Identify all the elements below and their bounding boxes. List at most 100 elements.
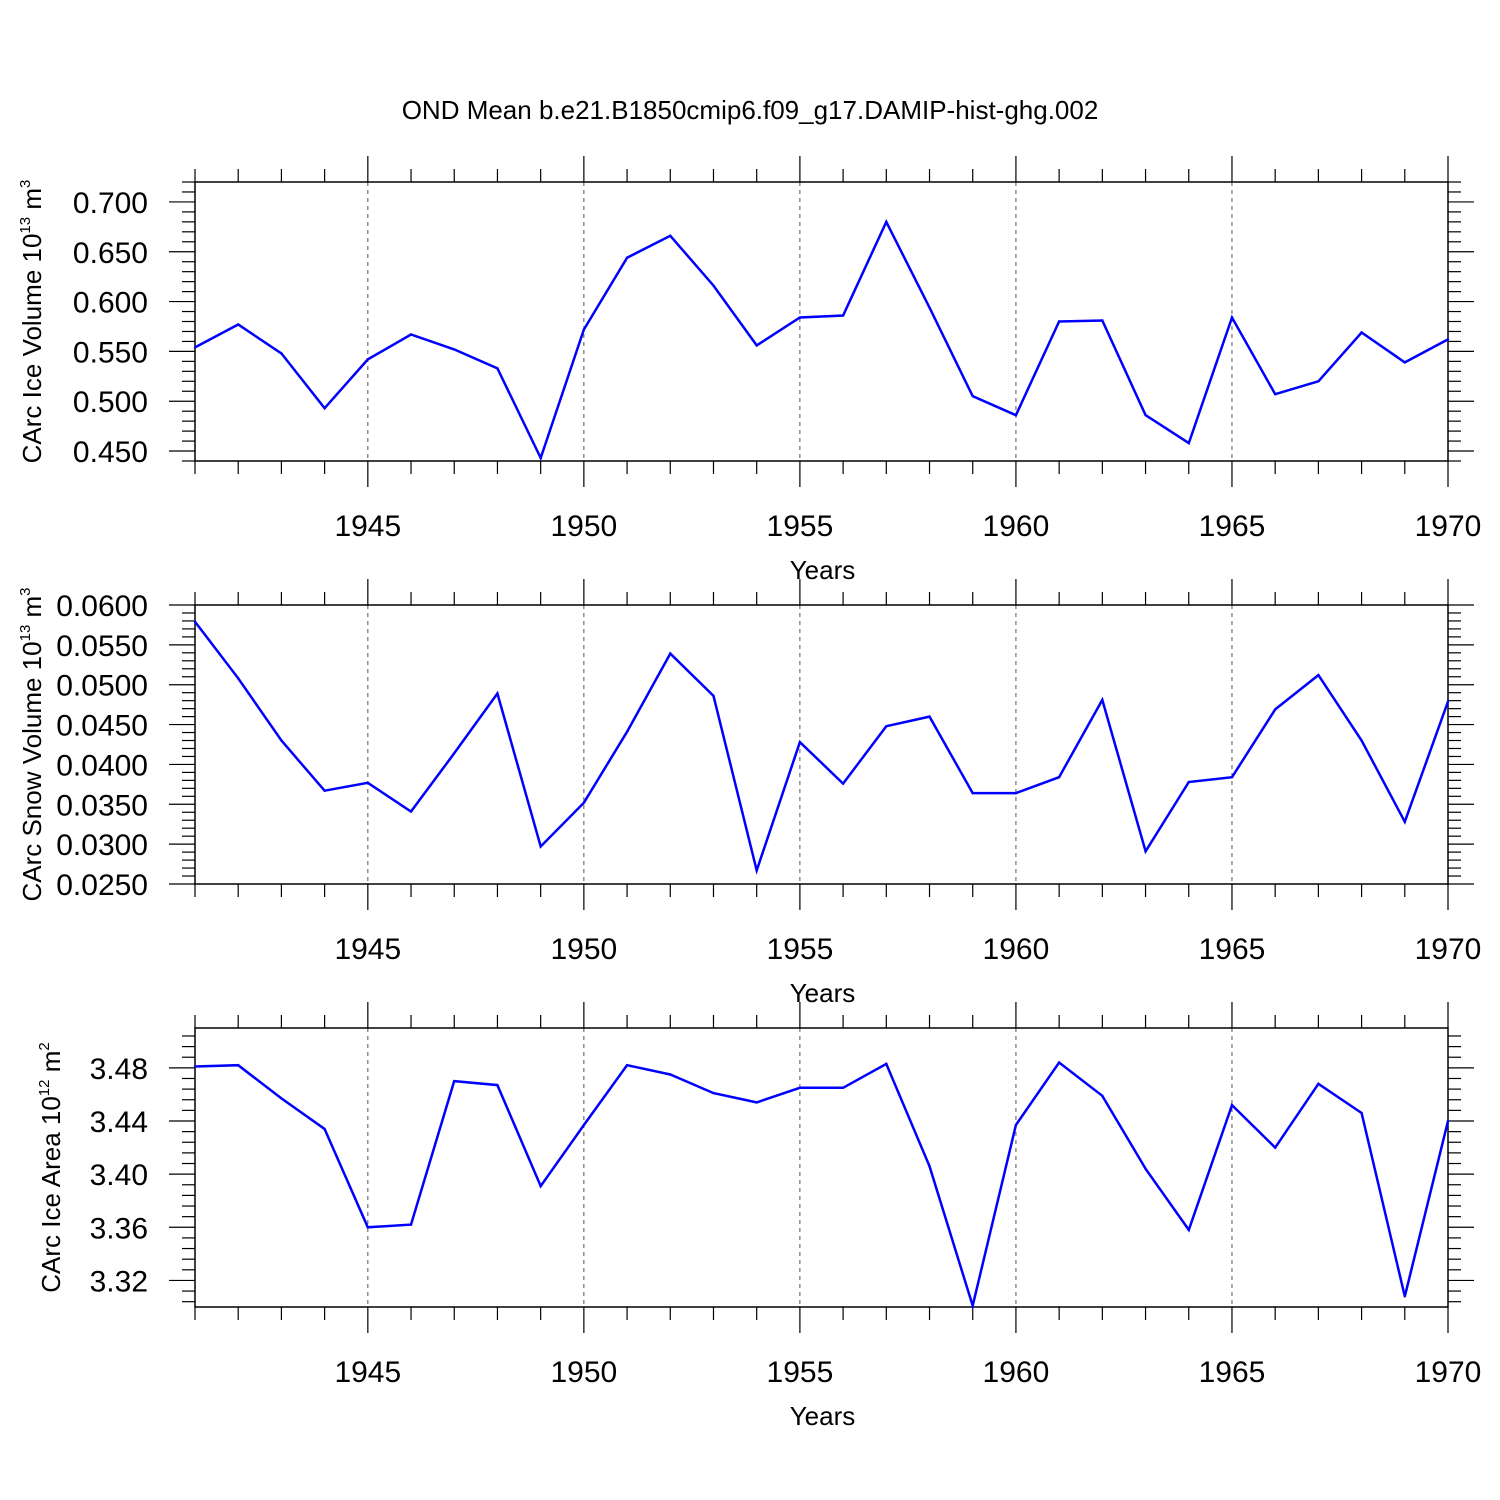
data-point [1187,1228,1190,1232]
data-point [1273,1146,1277,1149]
y-tick-label: 0.450 [73,436,148,469]
data-point [1403,361,1406,364]
data-point [1317,380,1320,383]
y-tick-label: 3.44 [90,1106,148,1139]
x-tick-label: 1960 [983,933,1050,966]
data-point [366,358,370,361]
series-line [194,1060,1450,1311]
data-point [237,323,240,326]
data-point [1317,1082,1320,1086]
y-tick-label: 0.650 [73,237,148,270]
data-point [1230,775,1234,779]
x-tick-label: 1945 [334,1356,401,1389]
y-tick-label: 0.600 [73,287,148,320]
data-point [237,1064,240,1067]
data-point [841,314,845,317]
y-axis-title: CArc Ice Area 1012 m2 [36,1042,66,1292]
data-point [1057,775,1061,779]
data-point [193,346,197,349]
x-tick-label: 1970 [1415,510,1482,543]
data-point [193,1065,197,1068]
data-point [453,348,456,351]
data-point [453,752,456,755]
data-point [1187,441,1190,445]
x-tick-label: 1955 [767,1356,834,1389]
data-point [712,284,715,287]
y-tick-label: 3.32 [90,1265,148,1298]
data-point [928,715,931,718]
data-point [1446,700,1450,703]
data-point [1273,708,1277,711]
data-point [755,869,758,872]
x-tick-label: 1965 [1199,933,1266,966]
data-point [539,845,542,848]
x-tick-label: 1945 [334,933,401,966]
data-point [669,652,672,655]
x-tick-label: 1950 [550,1356,617,1389]
data-point [323,406,326,410]
data-point [539,456,542,460]
data-point [971,1304,974,1307]
y-tick-label: 0.550 [73,336,148,369]
x-axis-title: Years [790,1401,856,1431]
x-tick-label: 1960 [983,510,1050,543]
data-point [928,1164,931,1168]
x-tick-label: 1960 [983,1356,1050,1389]
data-point [496,367,499,370]
data-point [1014,413,1018,417]
data-point [280,352,283,355]
y-axis-title: CArc Ice Volume 1013 m3 [17,180,47,464]
y-tick-label: 0.0350 [56,789,148,822]
data-point [1403,1295,1406,1298]
data-point [1057,320,1061,323]
y-tick-label: 3.36 [90,1212,148,1245]
data-point [280,1097,283,1100]
chart-panel-2: 0.0250 0.0300 0.0350 0.0400 0.0450 0.0500 0.05… [17,579,1481,1008]
data-point [885,1062,888,1066]
data-point [1101,1094,1104,1097]
data-point [625,1064,629,1067]
data-point [366,1226,370,1229]
data-point [971,791,974,795]
data-point [755,344,758,347]
x-tick-label: 1965 [1199,1356,1266,1389]
data-point [1317,673,1320,677]
data-point [1144,850,1147,853]
data-point [280,739,283,742]
data-point [625,256,629,259]
x-tick-label: 1970 [1415,1356,1482,1389]
data-point [1446,338,1450,341]
y-tick-label: 0.0250 [56,869,148,902]
data-point [496,692,499,695]
data-point [237,677,240,680]
x-tick-label: 1950 [550,510,617,543]
data-point [712,1091,715,1095]
data-point [1403,820,1406,824]
data-point [841,1086,845,1089]
data-point [323,789,326,792]
y-axis-title: CArc Snow Volume 1013 m3 [17,587,47,901]
data-point [1360,1111,1363,1115]
y-tick-label: 0.0300 [56,829,148,862]
data-point [366,781,370,784]
series-line [194,620,1450,875]
data-point [669,1073,672,1076]
plot-frame [194,1027,1449,1308]
data-point [582,1123,586,1127]
y-tick-label: 0.0450 [56,710,148,743]
data-point [798,1086,802,1089]
data-point [323,1127,326,1131]
data-point [971,395,974,398]
y-tick-label: 0.700 [73,187,148,220]
x-tick-label: 1965 [1199,510,1266,543]
data-point [1360,331,1363,334]
data-point [1273,393,1277,396]
data-point [1230,1103,1234,1107]
data-point [669,234,672,238]
data-point [885,220,888,224]
data-point [625,730,629,733]
y-tick-label: 0.0500 [56,670,148,703]
data-point [1360,739,1363,742]
data-point [798,316,802,319]
